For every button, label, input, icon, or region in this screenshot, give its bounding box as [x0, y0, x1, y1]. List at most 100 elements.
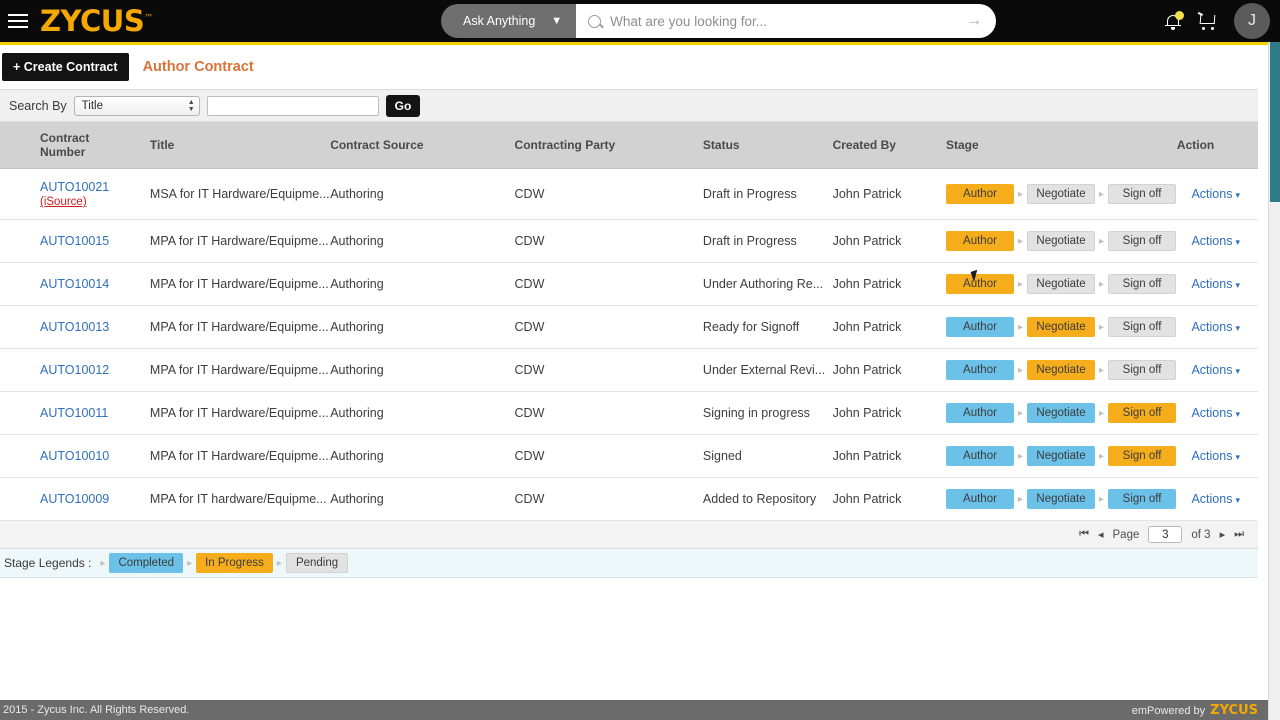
first-page-icon[interactable]: ⏮	[1079, 528, 1089, 540]
cell-contract-source: Authoring	[330, 262, 515, 306]
table-header: Contract Number Title Contract Source Co…	[0, 122, 1258, 169]
contract-number-link[interactable]: AUTO10009	[40, 492, 110, 506]
hamburger-menu-icon[interactable]	[4, 14, 34, 28]
stage-pill-sign-off[interactable]: Sign off	[1108, 360, 1177, 380]
user-avatar[interactable]: J	[1234, 3, 1270, 39]
stage-pill-sign-off[interactable]: Sign off	[1108, 184, 1177, 204]
stage-pill-sign-off[interactable]: Sign off	[1108, 274, 1177, 294]
contract-number-link[interactable]: AUTO10015	[40, 234, 110, 248]
contract-number-link[interactable]: AUTO10012	[40, 363, 110, 377]
table-row: AUTO10009 MPA for IT hardware/Equipme... A…	[0, 477, 1258, 521]
stage-pill-author[interactable]: Author	[946, 403, 1014, 423]
stage-pill-sign-off[interactable]: Sign off	[1108, 231, 1177, 251]
actions-dropdown-link[interactable]: Actions ▾	[1191, 277, 1240, 291]
cell-created-by: John Patrick	[832, 391, 946, 435]
actions-dropdown-link[interactable]: Actions ▾	[1191, 492, 1240, 506]
stage-pill-author[interactable]: Author	[946, 446, 1014, 466]
page-label: Page	[1112, 528, 1140, 541]
legend-chevron-icon-2: ▸	[187, 557, 193, 569]
actions-dropdown-link[interactable]: Actions ▾	[1191, 320, 1240, 334]
column-header-contracting-party[interactable]: Contracting Party	[514, 122, 703, 169]
global-search-group: Ask Anything ▼ →	[441, 4, 997, 38]
zycus-logo[interactable]: ZYCUS™	[40, 4, 153, 38]
cell-stage: Author ▸ Negotiate ▸ Sign off	[946, 168, 1177, 220]
contract-number-link[interactable]: AUTO10021	[40, 180, 110, 194]
contract-number-link[interactable]: AUTO10010	[40, 449, 110, 463]
stage-pill-sign-off[interactable]: Sign off	[1108, 403, 1177, 423]
stage-pill-negotiate[interactable]: Negotiate	[1027, 317, 1096, 337]
stage-pill-author[interactable]: Author	[946, 184, 1014, 204]
page-vertical-scrollbar[interactable]	[1268, 42, 1280, 720]
ask-anything-dropdown[interactable]: Ask Anything ▼	[441, 4, 577, 38]
next-page-icon[interactable]: ▸	[1219, 529, 1226, 541]
isource-link[interactable]: (iSource)	[40, 196, 87, 208]
notification-bell-icon[interactable]	[1165, 10, 1184, 31]
column-header-created-by[interactable]: Created By	[832, 122, 946, 169]
stage-pill-sign-off[interactable]: Sign off	[1108, 317, 1177, 337]
stage-pill-sign-off[interactable]: Sign off	[1108, 489, 1177, 509]
search-submit-arrow-icon[interactable]: →	[966, 12, 983, 29]
search-by-label: Search By	[9, 98, 67, 113]
contract-number-link[interactable]: AUTO10011	[40, 406, 109, 420]
legend-pending: Pending	[285, 553, 349, 573]
stage-pill-negotiate[interactable]: Negotiate	[1027, 489, 1096, 509]
scrollbar-thumb[interactable]	[1270, 42, 1280, 202]
trademark-icon: ™	[144, 13, 153, 24]
table-row: AUTO10013 MPA for IT Hardware/Equipme... A…	[0, 305, 1258, 349]
column-header-contract-number[interactable]: Contract Number	[0, 122, 150, 169]
actions-dropdown-link[interactable]: Actions ▾	[1191, 449, 1240, 463]
stage-pill-author[interactable]: Author	[946, 317, 1014, 337]
stage-legends-label: Stage Legends :	[4, 556, 92, 570]
cell-status: Under External Revi...	[702, 348, 833, 392]
stage-chevron-icon: ▸	[1099, 321, 1105, 333]
powered-by-text: emPowered by	[1131, 704, 1206, 717]
global-search-input[interactable]	[610, 13, 958, 29]
contract-number-link[interactable]: AUTO10013	[40, 320, 110, 334]
cell-contract-source: Authoring	[330, 219, 515, 263]
stage-pill-sign-off[interactable]: Sign off	[1108, 446, 1177, 466]
column-header-stage[interactable]: Stage	[946, 122, 1177, 169]
chevron-down-icon: ▾	[1235, 366, 1240, 376]
cell-contract-source: Authoring	[330, 305, 515, 349]
table-row: AUTO10021 (iSource) MSA for IT Hardware/Eq…	[0, 168, 1258, 220]
stage-pill-negotiate[interactable]: Negotiate	[1027, 360, 1096, 380]
table-row: AUTO10014 MPA for IT Hardware/Equipme... A…	[0, 262, 1258, 306]
previous-page-icon[interactable]: ◂	[1097, 529, 1104, 541]
cell-created-by: John Patrick	[832, 434, 946, 478]
global-search-box[interactable]: →	[576, 4, 997, 38]
cell-stage: Author ▸ Negotiate ▸ Sign off	[946, 348, 1177, 392]
last-page-icon[interactable]: ⏭	[1234, 528, 1244, 540]
stage-pill-author[interactable]: Author	[946, 231, 1014, 251]
cell-action: Actions ▾	[1176, 262, 1258, 306]
cell-contract-number: AUTO10014	[0, 262, 150, 306]
stage-pill-negotiate[interactable]: Negotiate	[1027, 446, 1096, 466]
column-header-status[interactable]: Status	[702, 122, 833, 169]
shopping-cart-icon[interactable]	[1197, 11, 1218, 30]
column-header-title[interactable]: Title	[149, 122, 331, 169]
contract-number-link[interactable]: AUTO10014	[40, 277, 110, 291]
stage-pill-author[interactable]: Author	[946, 274, 1014, 294]
cell-contract-source: Authoring	[330, 348, 515, 392]
stage-pill-negotiate[interactable]: Negotiate	[1027, 403, 1096, 423]
stage-pill-negotiate[interactable]: Negotiate	[1027, 274, 1096, 294]
actions-dropdown-link[interactable]: Actions ▾	[1191, 363, 1240, 377]
column-header-contract-source[interactable]: Contract Source	[330, 122, 515, 169]
stage-pill-author[interactable]: Author	[946, 360, 1014, 380]
search-by-field-select[interactable]: Title ▲ ▼	[73, 95, 200, 116]
stage-pill-negotiate[interactable]: Negotiate	[1027, 231, 1096, 251]
create-contract-button[interactable]: + Create Contract	[2, 53, 129, 81]
page-number-input[interactable]	[1148, 526, 1183, 543]
stage-pill-negotiate[interactable]: Negotiate	[1027, 184, 1096, 204]
cell-title: MPA for IT hardware/Equipme...	[149, 477, 331, 521]
stage-pill-author[interactable]: Author	[946, 489, 1014, 509]
stage-chevron-icon: ▸	[1018, 188, 1024, 200]
legend-completed: Completed	[109, 553, 184, 573]
powered-by-group: emPowered by ZYCUS	[1132, 703, 1258, 718]
cell-action: Actions ▾	[1176, 477, 1258, 521]
search-by-input[interactable]	[206, 95, 379, 116]
actions-dropdown-link[interactable]: Actions ▾	[1191, 234, 1240, 248]
actions-dropdown-link[interactable]: Actions ▾	[1191, 406, 1240, 420]
cell-action: Actions ▾	[1176, 434, 1258, 478]
actions-dropdown-link[interactable]: Actions ▾	[1191, 187, 1240, 201]
search-go-button[interactable]: Go	[385, 94, 421, 117]
